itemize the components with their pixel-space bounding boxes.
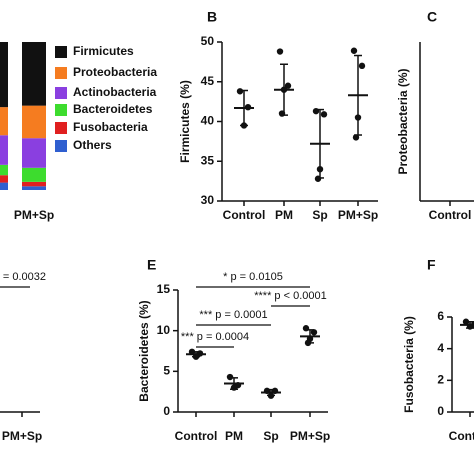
legend-label: Firmicutes bbox=[73, 44, 134, 58]
bar-segment bbox=[22, 42, 46, 106]
legend-label: Proteobacteria bbox=[73, 65, 157, 79]
bar-segment bbox=[0, 107, 8, 136]
x-tick-label: Sp bbox=[263, 429, 278, 443]
y-tick-label: 2 bbox=[437, 373, 444, 387]
bar-segment bbox=[0, 182, 8, 190]
y-tick-label: 40 bbox=[201, 114, 215, 128]
data-point bbox=[226, 373, 234, 381]
x-tick-label: PM+Sp bbox=[2, 429, 42, 443]
y-tick-label: 10 bbox=[157, 323, 171, 337]
x-tick-label: PM+Sp bbox=[14, 208, 54, 222]
panel-letter: E bbox=[147, 257, 156, 273]
legend-label: Others bbox=[73, 138, 112, 152]
panel-letter: C bbox=[427, 9, 437, 25]
y-tick-label: 6 bbox=[437, 309, 444, 323]
y-axis-label: Proteobacteria (%) bbox=[396, 68, 410, 174]
data-point bbox=[302, 325, 310, 332]
data-point bbox=[316, 166, 324, 173]
data-point bbox=[267, 392, 275, 399]
data-point bbox=[350, 47, 358, 54]
y-tick-label: 5 bbox=[163, 364, 170, 378]
y-tick-label: 0 bbox=[437, 404, 444, 418]
data-point bbox=[278, 110, 286, 117]
data-point bbox=[304, 339, 312, 347]
bar-segment bbox=[22, 186, 46, 190]
y-tick-label: 30 bbox=[201, 193, 215, 207]
y-axis-label: Firmicutes (%) bbox=[178, 80, 192, 163]
bar-segment bbox=[22, 138, 46, 168]
y-axis-label: Fusobacteria (%) bbox=[402, 316, 416, 413]
data-point bbox=[310, 329, 318, 336]
data-point bbox=[244, 103, 252, 111]
legend-swatch bbox=[55, 104, 67, 116]
data-point bbox=[462, 318, 470, 325]
data-point bbox=[271, 387, 279, 395]
significance-label: *** p = 0.0004 bbox=[181, 331, 249, 343]
legend-label: Actinobacteria bbox=[73, 85, 157, 99]
x-tick-label: Sp bbox=[312, 208, 327, 222]
panel-letter: F bbox=[427, 257, 436, 273]
data-point bbox=[276, 48, 284, 55]
significance-label: p = 0.0032 bbox=[0, 271, 46, 283]
data-point bbox=[284, 82, 292, 89]
data-point bbox=[240, 122, 248, 129]
data-point bbox=[358, 62, 366, 70]
bar-segment bbox=[22, 167, 46, 182]
significance-label: *** p = 0.0001 bbox=[199, 309, 267, 321]
significance-label: **** p < 0.0001 bbox=[254, 290, 326, 302]
significance-label: * p = 0.0105 bbox=[223, 271, 283, 283]
data-point bbox=[354, 114, 362, 121]
legend-swatch bbox=[55, 46, 67, 58]
legend-label: Fusobacteria bbox=[73, 120, 148, 134]
bar-segment bbox=[0, 175, 8, 183]
x-tick-label: Control bbox=[175, 429, 218, 443]
data-point bbox=[236, 88, 244, 95]
legend-swatch bbox=[55, 67, 67, 79]
legend-swatch bbox=[55, 122, 67, 134]
x-tick-label: PM+Sp bbox=[290, 429, 330, 443]
bar-segment bbox=[22, 105, 46, 139]
bar-segment bbox=[0, 135, 8, 165]
data-point bbox=[192, 353, 200, 360]
y-tick-label: 15 bbox=[157, 282, 171, 296]
y-tick-label: 4 bbox=[437, 341, 444, 355]
x-tick-label: Control bbox=[429, 208, 472, 222]
bar-segment bbox=[22, 181, 46, 187]
data-point bbox=[230, 384, 238, 391]
bar-segment bbox=[0, 42, 8, 108]
y-tick-label: 50 bbox=[201, 34, 215, 48]
x-tick-label: Control bbox=[449, 429, 474, 443]
legend-swatch bbox=[55, 140, 67, 152]
data-point bbox=[466, 323, 474, 330]
y-tick-label: 0 bbox=[163, 404, 170, 418]
bar-segment bbox=[0, 164, 8, 176]
data-point bbox=[312, 107, 320, 115]
data-point bbox=[320, 111, 328, 118]
y-tick-label: 35 bbox=[201, 153, 215, 167]
legend-swatch bbox=[55, 87, 67, 99]
data-point bbox=[263, 387, 271, 395]
x-tick-label: PM bbox=[275, 208, 293, 222]
data-point bbox=[280, 86, 288, 93]
legend-label: Bacteroidetes bbox=[73, 102, 153, 116]
data-point bbox=[352, 134, 360, 141]
data-point bbox=[188, 348, 196, 356]
y-tick-label: 45 bbox=[201, 74, 215, 88]
x-tick-label: Control bbox=[223, 208, 266, 222]
panel-letter: B bbox=[207, 9, 217, 25]
x-tick-label: PM+Sp bbox=[338, 208, 378, 222]
data-point bbox=[314, 175, 322, 182]
x-tick-label: PM bbox=[225, 429, 243, 443]
y-axis-label: Bacteroidetes (%) bbox=[137, 300, 151, 401]
